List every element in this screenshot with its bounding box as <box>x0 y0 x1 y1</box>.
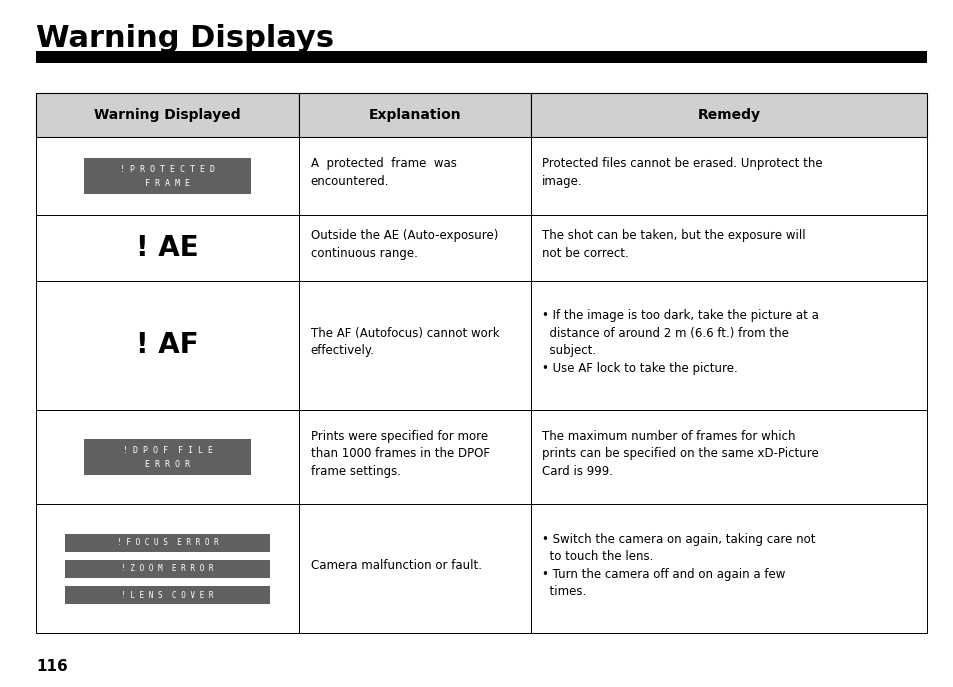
Bar <box>36 215 299 281</box>
Text: • Switch the camera on again, taking care not
  to touch the lens.
• Turn the ca: • Switch the camera on again, taking car… <box>541 532 815 598</box>
Bar <box>65 534 270 552</box>
Bar <box>299 137 530 215</box>
Text: F R A M E: F R A M E <box>145 179 190 188</box>
Bar <box>530 137 926 215</box>
Text: ! D P O F  F I L E: ! D P O F F I L E <box>123 446 213 455</box>
Bar <box>530 504 926 633</box>
Bar <box>530 215 926 281</box>
Bar <box>299 93 530 137</box>
Text: ! Z O O M  E R R O R: ! Z O O M E R R O R <box>121 565 213 574</box>
Bar <box>84 158 251 194</box>
Bar <box>65 560 270 578</box>
Bar <box>530 281 926 409</box>
Bar <box>36 137 299 215</box>
Bar <box>36 409 299 504</box>
Bar <box>530 409 926 504</box>
Bar <box>299 409 530 504</box>
Bar <box>299 504 530 633</box>
Text: The shot can be taken, but the exposure will
not be correct.: The shot can be taken, but the exposure … <box>541 229 805 260</box>
Text: ! AE: ! AE <box>136 234 199 262</box>
Bar <box>36 93 299 137</box>
Text: Camera malfunction or fault.: Camera malfunction or fault. <box>311 559 481 572</box>
Text: A  protected  frame  was
encountered.: A protected frame was encountered. <box>311 157 456 188</box>
Text: The maximum number of frames for which
prints can be specified on the same xD-Pi: The maximum number of frames for which p… <box>541 429 818 477</box>
Text: E R R O R: E R R O R <box>145 460 190 469</box>
Bar <box>84 439 251 475</box>
Bar <box>36 51 926 63</box>
Bar <box>299 215 530 281</box>
Text: Outside the AE (Auto-exposure)
continuous range.: Outside the AE (Auto-exposure) continuou… <box>311 229 497 260</box>
Text: • If the image is too dark, take the picture at a
  distance of around 2 m (6.6 : • If the image is too dark, take the pic… <box>541 309 819 374</box>
Text: 116: 116 <box>36 659 68 674</box>
Text: Remedy: Remedy <box>697 108 760 122</box>
Text: ! L E N S  C O V E R: ! L E N S C O V E R <box>121 591 213 600</box>
Text: Protected files cannot be erased. Unprotect the
image.: Protected files cannot be erased. Unprot… <box>541 157 822 188</box>
Bar <box>36 281 299 409</box>
Text: ! P R O T E C T E D: ! P R O T E C T E D <box>120 165 215 174</box>
Text: The AF (Autofocus) cannot work
effectively.: The AF (Autofocus) cannot work effective… <box>311 326 498 357</box>
Text: Prints were specified for more
than 1000 frames in the DPOF
frame settings.: Prints were specified for more than 1000… <box>311 429 489 477</box>
Text: ! F O C U S  E R R O R: ! F O C U S E R R O R <box>116 539 218 548</box>
Text: Warning Displays: Warning Displays <box>36 24 335 53</box>
Bar <box>36 504 299 633</box>
Bar <box>299 281 530 409</box>
Text: ! AF: ! AF <box>136 331 199 359</box>
Text: Warning Displayed: Warning Displayed <box>94 108 241 122</box>
Bar <box>530 93 926 137</box>
Bar <box>65 586 270 604</box>
Text: Explanation: Explanation <box>368 108 460 122</box>
